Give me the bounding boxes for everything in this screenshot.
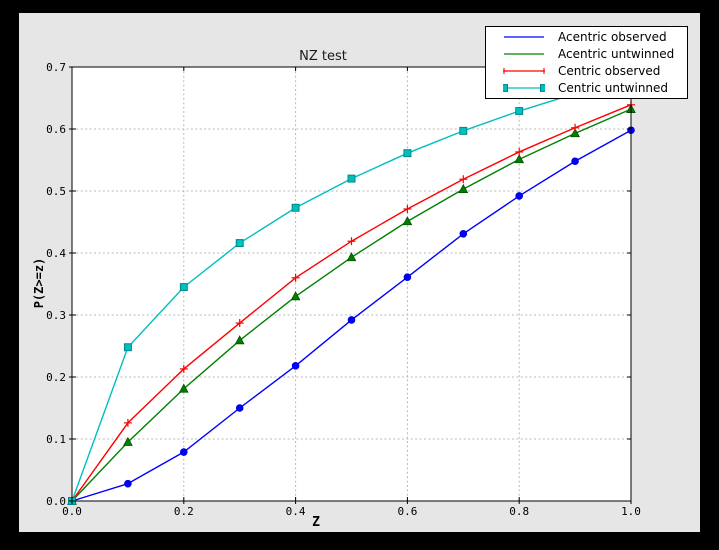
legend: Acentric observed Acentric untwinned Cen…: [485, 26, 688, 99]
legend-item-label: Centric untwinned: [558, 80, 669, 95]
x-tick-label: 1.0: [621, 505, 641, 518]
legend-square-sample-icon: [503, 84, 545, 92]
legend-line-sample-icon: [504, 53, 544, 55]
x-tick-label: 0.6: [397, 505, 417, 518]
series-centric-untwinned: [68, 73, 635, 505]
legend-item-label: Centric observed: [558, 63, 661, 78]
y-tick-label: 0.3: [46, 309, 66, 322]
axes-frame: [71, 66, 632, 502]
x-tick-labels: 0.0 0.2 0.4 0.6 0.8 1.0: [62, 505, 641, 518]
legend-line-sample-icon: [504, 36, 544, 38]
y-tick-label: 0.0: [46, 495, 66, 508]
legend-plus-sample-icon: [503, 68, 545, 74]
plot-background: [72, 67, 631, 501]
chart-title: NZ test: [299, 49, 347, 64]
y-tick-label: 0.6: [46, 123, 66, 136]
series-centric-untwinned-markers: [68, 73, 635, 505]
x-axis-label: Z: [312, 515, 320, 530]
y-tick-label: 0.1: [46, 433, 66, 446]
legend-item-acentric-untwinned: Acentric untwinned: [503, 46, 683, 63]
y-axis-label: P(Z>=z): [32, 257, 46, 309]
legend-item-label: Acentric observed: [558, 29, 667, 44]
x-tick-label: 0.8: [509, 505, 529, 518]
plot-area: 0.0 0.2 0.4 0.6 0.8 1.00.00.10.20.30.40.50.60…: [46, 61, 641, 518]
x-tick-label: 0.4: [286, 505, 306, 518]
x-tick-label: 0.2: [174, 505, 194, 518]
y-tick-label: 0.7: [46, 61, 66, 74]
legend-item-centric-untwinned: Centric untwinned: [503, 80, 683, 97]
legend-item-acentric-observed: Acentric observed: [503, 29, 683, 46]
y-tick-label: 0.5: [46, 185, 66, 198]
y-tick-label: 0.2: [46, 371, 66, 384]
y-tick-labels: 0.0 0.1 0.2 0.3 0.4 0.5 0.6 0.7: [46, 61, 66, 508]
gridlines: [72, 67, 631, 501]
figure-canvas: 0.0 0.2 0.4 0.6 0.8 1.0 0.0 0.1 0.2 0.3 0.4 0.5 0.6 0…: [19, 13, 700, 532]
legend-item-label: Acentric untwinned: [558, 46, 675, 61]
x-tick-label: 0.0: [62, 505, 82, 518]
y-tick-label: 0.4: [46, 247, 66, 260]
legend-item-centric-observed: Centric observed: [503, 63, 683, 80]
